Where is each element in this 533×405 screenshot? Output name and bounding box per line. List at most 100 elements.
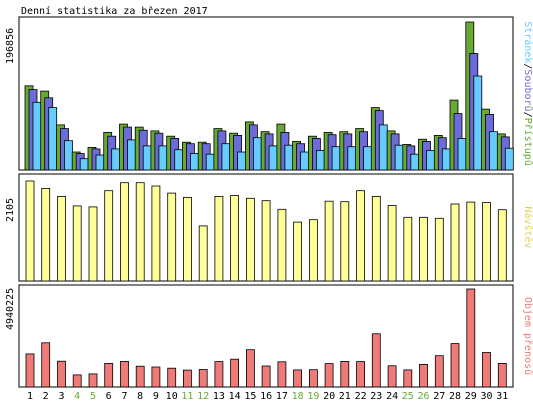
pages-bar: [410, 153, 420, 171]
pages-bar: [457, 137, 467, 171]
pages-bar: [252, 137, 262, 171]
pages-bar: [95, 154, 105, 171]
volume-bar: [198, 369, 208, 388]
day-label: 17: [276, 391, 288, 402]
day-label: 18: [292, 391, 304, 402]
volume-bar: [120, 360, 129, 388]
day-label: 13: [213, 391, 225, 402]
pages-bar: [158, 145, 168, 171]
volume-ymax-label: 4940225: [5, 288, 16, 330]
pages-bar: [127, 139, 136, 171]
volume-bar: [356, 361, 366, 388]
day-label: 26: [417, 391, 429, 402]
day-label: 7: [121, 391, 127, 402]
volume-bar: [72, 374, 82, 388]
visits-bar: [308, 219, 318, 282]
visits-ymax-label: 2105: [5, 198, 16, 222]
volume-bar: [482, 352, 491, 388]
hits-panel-legend: Stránek/Souborů/Přístupů: [522, 21, 533, 166]
visits-bar: [450, 203, 460, 282]
pages-bar: [441, 148, 451, 171]
day-label: 21: [339, 391, 351, 402]
volume-bar: [466, 288, 476, 388]
visits-bar: [182, 196, 192, 282]
day-label: 20: [323, 391, 335, 402]
pages-bar: [189, 153, 199, 171]
visits-bar: [57, 195, 66, 282]
visits-bar: [419, 216, 428, 282]
pages-bar: [504, 147, 514, 171]
pages-bar: [378, 124, 388, 171]
visits-bar: [261, 200, 271, 282]
visits-bar: [72, 205, 82, 282]
chart-title: Denní statistika za březen 2017: [21, 5, 208, 17]
pages-bar: [64, 140, 73, 171]
pages-bar: [300, 151, 310, 171]
volume-bar: [324, 363, 334, 388]
legend-hits: Přístupů: [522, 118, 533, 166]
volume-bar: [41, 342, 51, 388]
visits-bar: [497, 209, 507, 282]
visits-bar: [371, 195, 381, 282]
day-label: 25: [402, 391, 414, 402]
volume-bar: [403, 369, 413, 388]
volume-bar: [277, 361, 287, 388]
day-label: 29: [465, 391, 477, 402]
visits-bar: [230, 195, 240, 282]
visits-bar: [198, 225, 208, 282]
volume-bar: [245, 349, 255, 388]
day-label: 30: [480, 391, 492, 402]
pages-bar: [268, 145, 278, 171]
visits-bar: [104, 190, 114, 282]
day-label: 4: [74, 391, 80, 402]
volume-bar: [308, 369, 318, 388]
day-label: 24: [386, 391, 398, 402]
visits-bar: [277, 208, 287, 282]
visits-bar: [120, 182, 129, 282]
pages-bar: [473, 75, 483, 171]
volume-bar: [261, 365, 271, 388]
day-label: 3: [58, 391, 64, 402]
pages-bar: [79, 158, 89, 171]
pages-bar: [111, 148, 121, 171]
day-label: 1: [27, 391, 33, 402]
day-label: 14: [229, 391, 241, 402]
pages-bar: [48, 107, 58, 171]
pages-bar: [221, 143, 231, 171]
legend-volume: Objem přenosů: [522, 297, 533, 375]
pages-bar: [174, 149, 184, 171]
volume-bar: [387, 365, 397, 388]
hits-ymax-label: 196856: [5, 28, 16, 64]
visits-bar: [167, 192, 177, 282]
volume-bar: [434, 355, 444, 388]
visits-bar: [434, 217, 444, 282]
legend-visits: Návštěv: [522, 206, 533, 248]
day-label: 16: [260, 391, 272, 402]
visits-bar: [25, 180, 35, 282]
pages-bar: [32, 101, 42, 171]
visits-bar: [151, 185, 161, 282]
day-label: 5: [90, 391, 96, 402]
pages-bar: [142, 145, 152, 171]
visits-bar: [482, 202, 491, 282]
day-label: 27: [433, 391, 445, 402]
visits-bar: [88, 206, 98, 282]
visits-bar: [340, 201, 350, 282]
pages-bar: [284, 144, 294, 171]
day-label: 22: [355, 391, 367, 402]
visits-bar: [135, 182, 145, 282]
day-label: 31: [496, 391, 508, 402]
volume-bar: [450, 343, 460, 388]
day-label: 8: [137, 391, 143, 402]
volume-bar: [104, 362, 114, 388]
day-label: 2: [43, 391, 49, 402]
volume-bar: [293, 369, 303, 388]
volume-bar: [214, 361, 224, 388]
volume-bar: [230, 358, 240, 388]
volume-bar: [88, 373, 98, 388]
volume-bar: [167, 367, 177, 388]
volume-bar: [135, 365, 145, 388]
volume-bar: [497, 362, 507, 388]
visits-bar: [41, 187, 51, 282]
